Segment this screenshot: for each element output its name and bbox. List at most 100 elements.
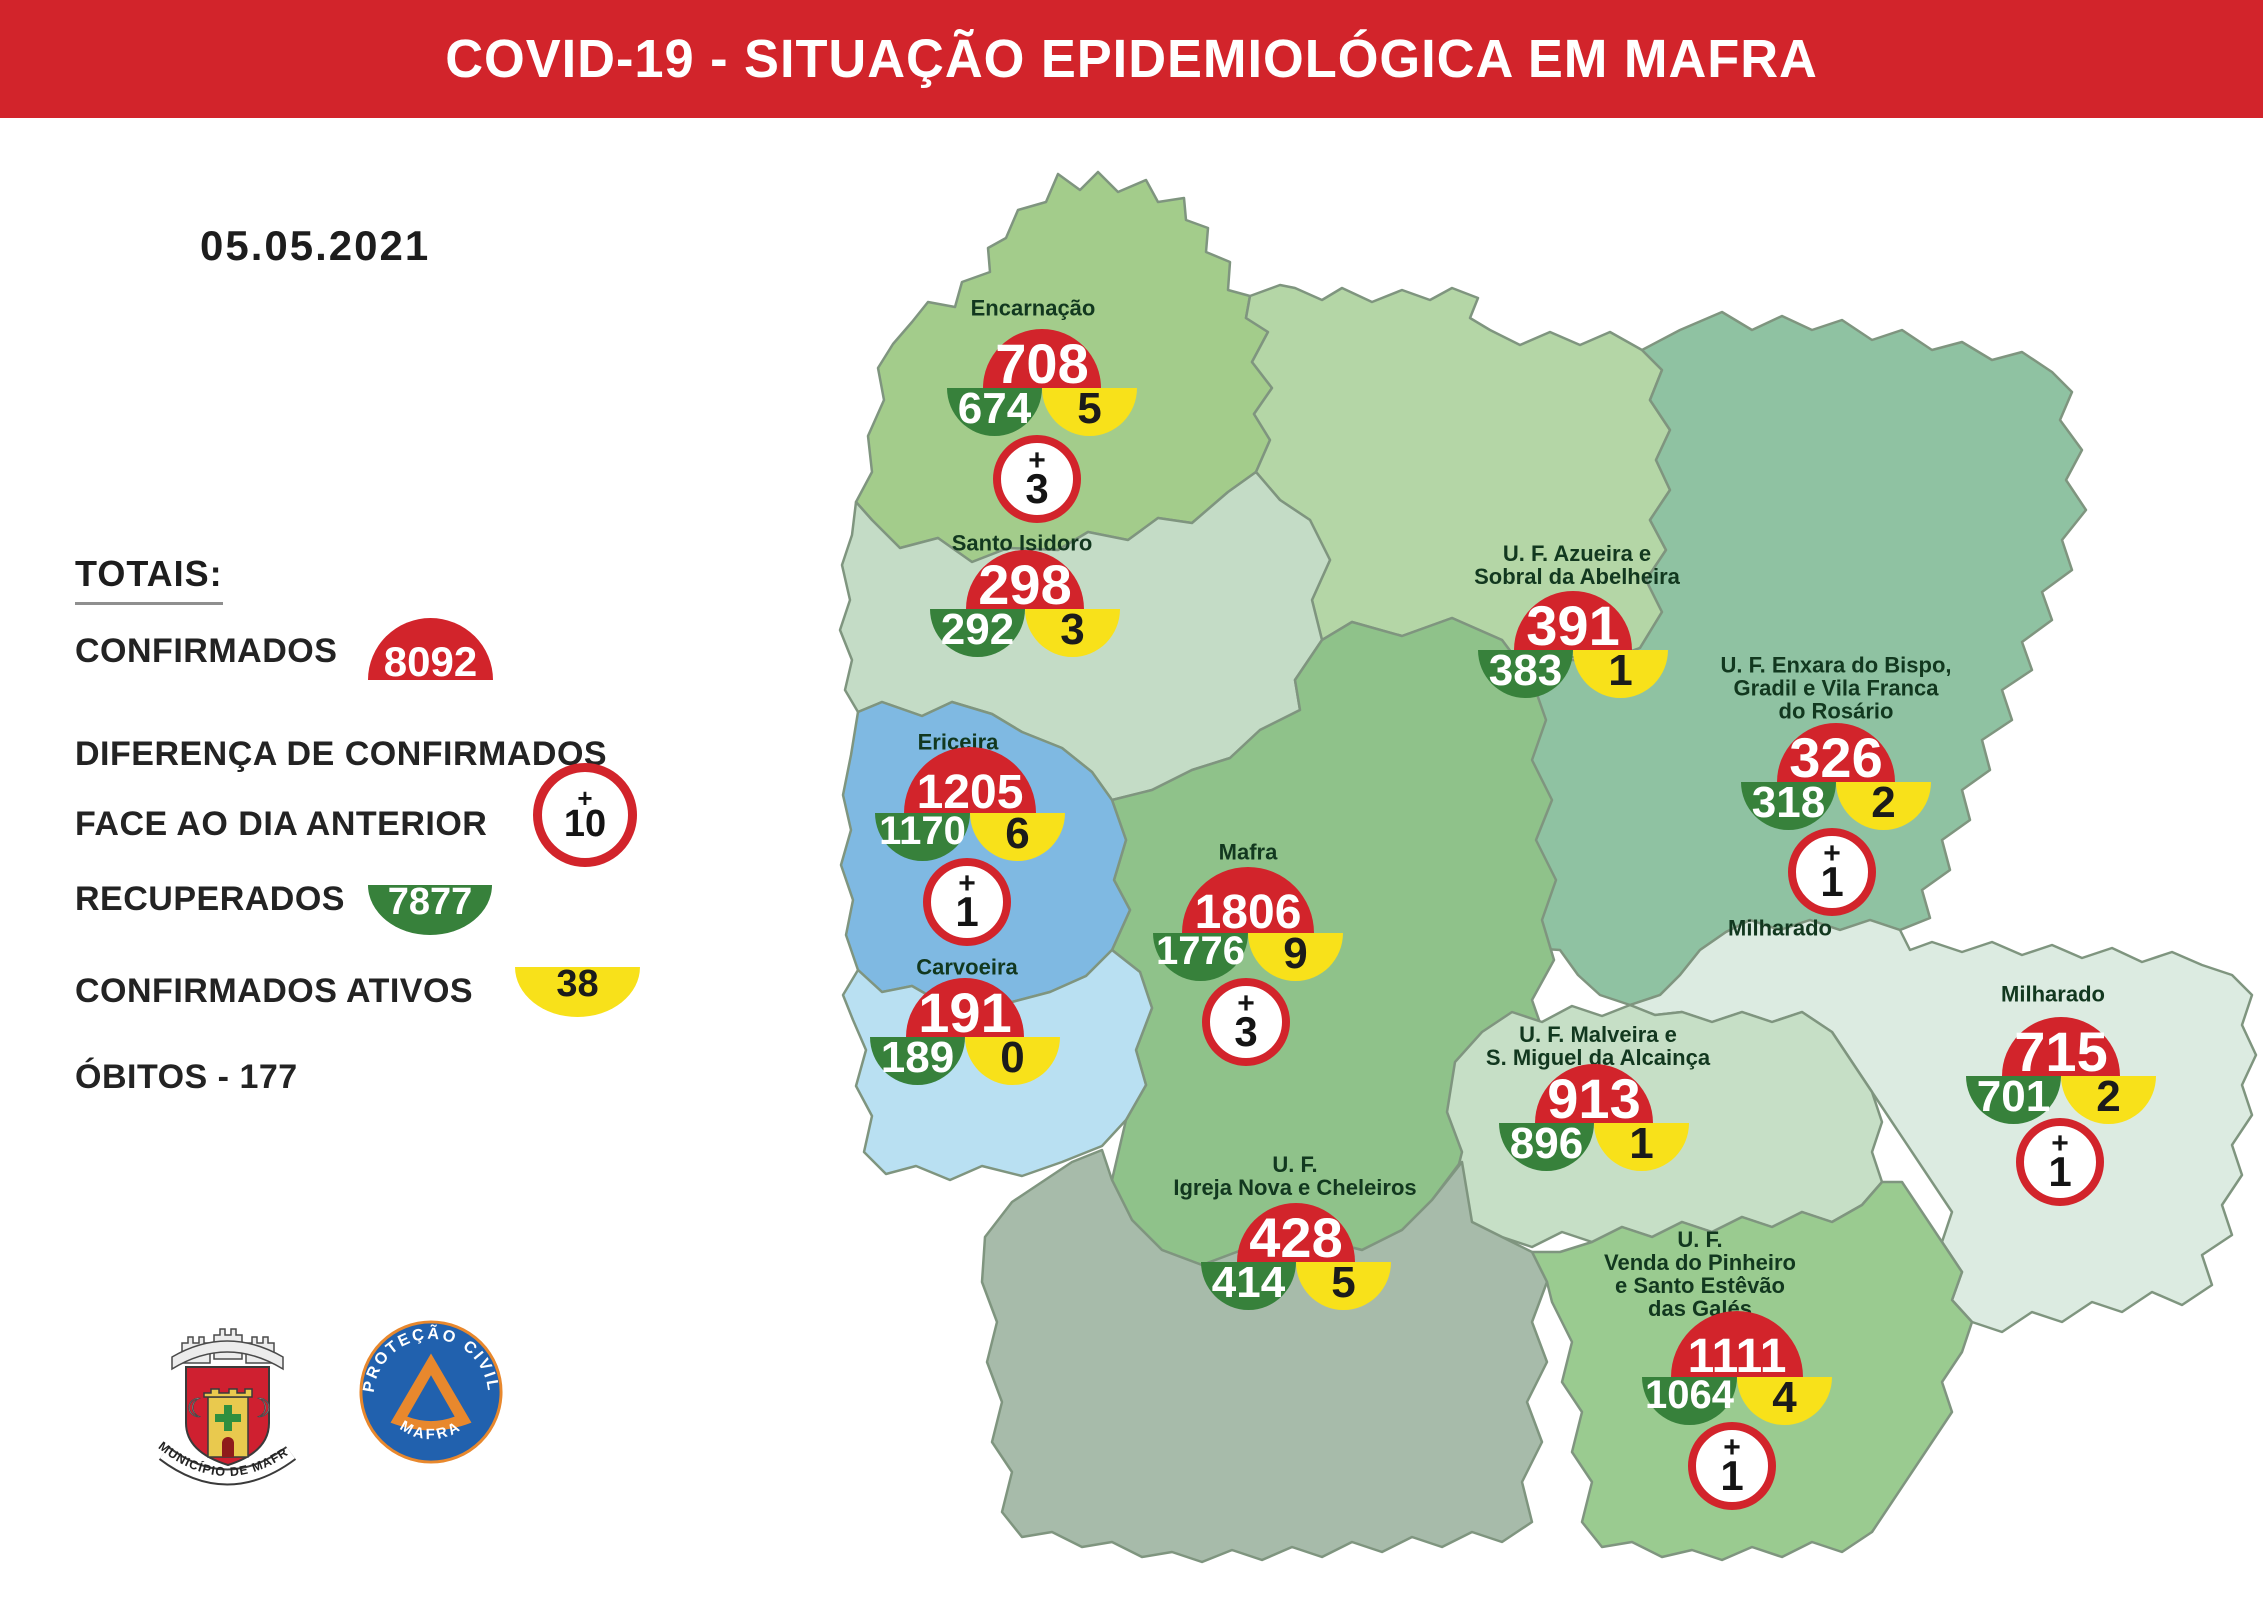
confirmed-value: 913	[1547, 1066, 1641, 1130]
confirmed-badge-santo-isidoro: 298	[966, 550, 1084, 616]
active-value: 9	[1283, 929, 1308, 978]
recovered-value: 701	[1976, 1072, 2051, 1121]
delta-value: 1	[955, 888, 979, 935]
recovered-value: 674	[957, 384, 1032, 433]
region-label-venda-do-pinheiro: U. F. Venda do Pinheiro e Santo Estêvão das…	[1604, 1227, 1796, 1321]
confirmados-label: CONFIRMADOS	[75, 632, 338, 670]
diferenca-label-line2: FACE AO DIA ANTERIOR	[75, 805, 488, 843]
plus-sign: +	[958, 867, 976, 900]
confirmed-badge-encarnacao: 708	[983, 329, 1101, 395]
active-value: 2	[1871, 778, 1896, 827]
recovered-value: 414	[1211, 1258, 1286, 1307]
region-milharado	[1628, 918, 2258, 1334]
municipio-mafra-crest: ☾ ☾ MUNICÍPIO DE MAFRA	[140, 1305, 297, 1486]
recovered-badge-milharado: 701	[1966, 1072, 2061, 1124]
delta-badge-mafra: +3	[1202, 978, 1290, 1066]
ativos-label: CONFIRMADOS ATIVOS	[75, 972, 474, 1010]
delta-value: 3	[1025, 465, 1049, 512]
delta-badge-ericeira: +1	[923, 858, 1011, 946]
confirmed-value: 191	[918, 980, 1012, 1044]
recovered-value: 318	[1751, 778, 1826, 827]
header-banner: COVID-19 - SITUAÇÃO EPIDEMIOLÓGICA EM MA…	[0, 0, 2263, 118]
delta-value: 1	[1720, 1452, 1744, 1499]
crescent-icon: ☾	[186, 1393, 209, 1423]
region-label-encarnacao: Encarnação	[970, 295, 1096, 321]
plus-sign: +	[2051, 1127, 2069, 1160]
totals-heading: TOTAIS:	[75, 553, 223, 605]
obitos-row: ÓBITOS - 177	[75, 1058, 298, 1097]
obitos-value: 177	[239, 1058, 298, 1096]
recovered-value: 189	[880, 1033, 955, 1082]
confirmed-value: 391	[1526, 593, 1620, 657]
recovered-value: 1170	[879, 809, 966, 853]
region-label-azueira: U. F. Azueira e Sobral da Abelheira	[1474, 541, 1680, 589]
confirmed-value: 1806	[1194, 885, 1302, 939]
active-value: 6	[1005, 809, 1030, 858]
region-label-milharado: Milharado	[2001, 981, 2105, 1007]
confirmed-value: 326	[1789, 725, 1883, 789]
confirmed-value: 715	[2014, 1019, 2108, 1083]
region-label-santo-isidoro: Santo Isidoro	[951, 530, 1093, 556]
confirmed-badge-azueira: 391	[1514, 591, 1632, 657]
recuperados-label: RECUPERADOS	[75, 880, 345, 918]
recovered-value: 896	[1509, 1119, 1584, 1168]
confirmed-badge-malveira: 913	[1535, 1064, 1653, 1130]
diferenca-label-line1: DIFERENÇA DE CONFIRMADOS	[75, 735, 608, 773]
recovered-badge-encarnacao: 674	[947, 384, 1042, 436]
confirmed-value: 1205	[916, 765, 1024, 819]
delta-value: 1	[1820, 858, 1844, 905]
confirmed-value: 1111	[1687, 1329, 1787, 1383]
active-value: 5	[1077, 384, 1102, 433]
recovered-badge-santo-isidoro: 292	[930, 605, 1025, 657]
region-label-igreja-nova: U. F. Igreja Nova e Cheleiros	[1173, 1152, 1417, 1200]
active-value: 1	[1629, 1119, 1654, 1168]
obitos-label: ÓBITOS -	[75, 1058, 240, 1096]
page-title: COVID-19 - SITUAÇÃO EPIDEMIOLÓGICA EM MA…	[445, 29, 1818, 89]
plus-sign: +	[577, 783, 593, 813]
plus-sign: +	[1237, 987, 1255, 1020]
recovered-value: 383	[1488, 646, 1563, 695]
delta-badge-encarnacao: +3	[993, 435, 1081, 523]
confirmados-value: 8092	[383, 637, 478, 685]
active-value: 1	[1608, 646, 1633, 695]
active-value: 3	[1060, 605, 1085, 654]
plus-sign: +	[1823, 837, 1841, 870]
active-value: 0	[1000, 1033, 1025, 1082]
recovered-badge-igreja-nova: 414	[1201, 1258, 1296, 1310]
map-extra-label-0: Milharado	[1728, 915, 1832, 941]
delta-value: 1	[2048, 1148, 2072, 1195]
delta-badge-enxara: +1	[1788, 828, 1876, 916]
confirmed-badge-carvoeira: 191	[906, 978, 1024, 1044]
plus-sign: +	[1028, 444, 1046, 477]
ativos-value: 38	[556, 963, 599, 1005]
protecao-civil-logo: PROTEÇÃO CIVIL MAFRA	[359, 1320, 503, 1464]
recovered-badge-enxara: 318	[1741, 778, 1836, 830]
crescent-icon: ☾	[248, 1393, 271, 1423]
recovered-badge-azueira: 383	[1478, 646, 1573, 698]
report-date: 05.05.2021	[200, 222, 431, 269]
plus-sign: +	[1723, 1431, 1741, 1464]
recovered-value: 1064	[1645, 1373, 1734, 1417]
region-label-mafra: Mafra	[1218, 839, 1278, 865]
confirmed-badge-enxara: 326	[1777, 723, 1895, 789]
recovered-value: 1776	[1156, 929, 1245, 973]
confirmed-badge-igreja-nova: 428	[1237, 1203, 1355, 1265]
confirmed-value: 708	[995, 331, 1089, 395]
region-label-carvoeira: Carvoeira	[916, 954, 1018, 980]
confirmed-value: 298	[978, 552, 1072, 616]
diferenca-badge: + 10	[533, 763, 637, 867]
recovered-badge-malveira: 896	[1499, 1119, 1594, 1171]
active-value: 2	[2096, 1072, 2121, 1121]
region-igreja-nova	[980, 1148, 1549, 1564]
region-label-malveira: U. F. Malveira e S. Miguel da Alcainça	[1485, 1022, 1711, 1070]
delta-badge-milharado: +1	[2016, 1118, 2104, 1206]
confirmed-badge-milharado: 715	[2002, 1017, 2120, 1083]
active-value: 5	[1331, 1258, 1356, 1307]
diferenca-value: 10	[563, 803, 607, 845]
recovered-badge-carvoeira: 189	[870, 1033, 965, 1085]
recovered-value: 292	[940, 605, 1015, 654]
delta-badge-venda-do-pinheiro: +1	[1688, 1422, 1776, 1510]
recuperados-value: 7877	[387, 881, 473, 923]
delta-value: 3	[1234, 1008, 1258, 1055]
